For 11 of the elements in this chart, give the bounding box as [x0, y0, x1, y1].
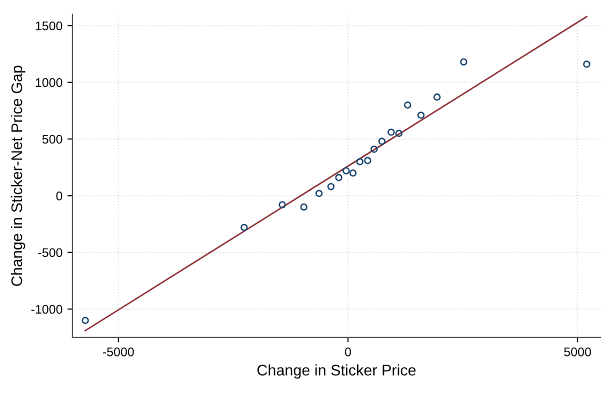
- y-tick-label: -1000: [31, 304, 62, 314]
- y-tick-label: 0: [56, 192, 62, 200]
- y-tick-label: 1500: [36, 21, 62, 30]
- y-tick-label: -500: [38, 248, 62, 258]
- y-axis-title: Change in Sticker-Net Price Gap: [10, 66, 26, 286]
- x-axis-title: Change in Sticker Price: [257, 364, 416, 379]
- y-tick-label: 1000: [36, 78, 62, 87]
- x-tick-label: 5000: [564, 347, 591, 356]
- x-tick-label: 0: [344, 347, 351, 356]
- y-tick-label: 500: [42, 134, 62, 144]
- x-tick-label: -5000: [102, 347, 134, 356]
